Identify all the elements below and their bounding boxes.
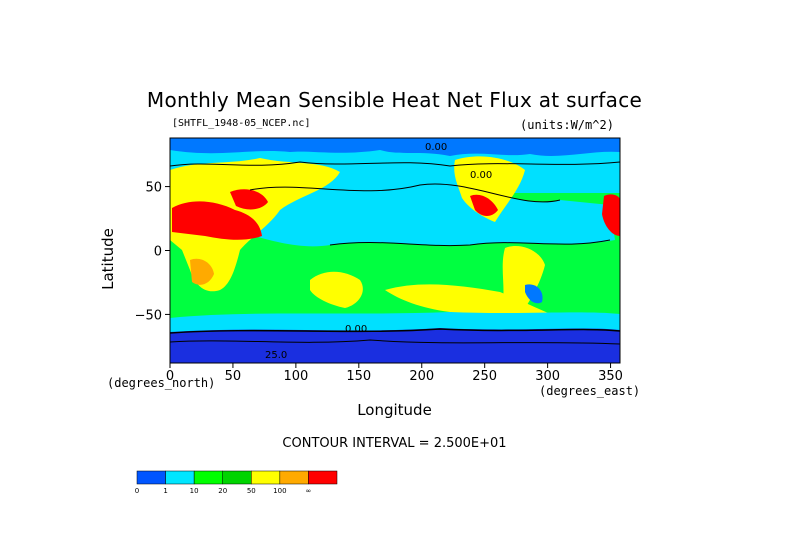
contour-line <box>170 161 620 167</box>
x-tick-label: 200 <box>409 369 434 384</box>
colorbar: 0 1 10 20 50 100 ∞ <box>135 470 338 495</box>
x-axis-label: Longitude <box>357 401 432 419</box>
contour-line <box>249 183 561 203</box>
north-america-land <box>454 156 525 222</box>
colorbar-swatch <box>165 470 195 485</box>
africa-eurasia-hot <box>172 201 262 240</box>
colorbar-label: 1 <box>163 487 167 495</box>
x-axis-units: (degrees_east) <box>539 384 641 398</box>
y-tick-label: 50 <box>145 181 162 196</box>
colorbar-label: 20 <box>218 487 227 495</box>
antarctic-contour <box>170 328 620 334</box>
antarctic-blue <box>170 328 620 363</box>
colorbar-swatch <box>222 470 252 485</box>
antarctic-contour-2 <box>170 339 620 345</box>
antarctic-cyan <box>170 312 620 335</box>
contour-line <box>329 239 611 247</box>
arctic-blue-region <box>170 138 620 156</box>
east-edge-hot <box>602 194 620 236</box>
source-file-label: [SHTFL_1948-05_NCEP.nc] <box>172 118 311 129</box>
colorbar-label: 50 <box>247 487 256 495</box>
x-tick-label: 150 <box>346 369 371 384</box>
colorbar-swatch <box>308 470 338 485</box>
tropical-cyan-band <box>250 183 615 247</box>
contour-label: 0.00 <box>470 170 492 181</box>
colorbar-label: 100 <box>273 487 286 495</box>
colorbar-swatch <box>193 470 223 485</box>
x-tick-label: 300 <box>535 369 560 384</box>
units-label: (units:W/m^2) <box>520 118 614 132</box>
north-america-hot <box>470 194 498 216</box>
plot-area: 0.00 0.00 0.00 25.0 <box>170 138 620 363</box>
contour-label: 25.0 <box>265 350 287 361</box>
colorbar-swatch <box>251 470 281 485</box>
asia-hot <box>230 189 268 210</box>
contour-label: 0.00 <box>345 324 367 335</box>
x-ticks: 0 50 100 150 200 250 300 350 <box>166 363 623 384</box>
south-america-blue <box>525 284 543 304</box>
colorbar-label: ∞ <box>306 487 312 495</box>
x-tick-label: 50 <box>225 369 242 384</box>
africa-south <box>190 258 214 285</box>
y-axis-units: (degrees_north) <box>107 376 216 390</box>
australia-land <box>310 271 363 308</box>
colorbar-swatch <box>279 470 309 485</box>
contour-label: 0.00 <box>425 142 447 153</box>
y-tick-label: −50 <box>135 308 162 323</box>
colorbar-label: 0 <box>135 487 139 495</box>
y-tick-label: 0 <box>154 245 162 260</box>
colorbar-swatch <box>136 470 166 485</box>
chart-title: Monthly Mean Sensible Heat Net Flux at s… <box>146 88 643 112</box>
contour-interval-text: CONTOUR INTERVAL = 2.500E+01 <box>282 436 507 451</box>
x-tick-label: 350 <box>598 369 623 384</box>
colorbar-label: 10 <box>190 487 199 495</box>
y-ticks: 50 0 −50 <box>135 181 170 323</box>
x-tick-label: 100 <box>283 369 308 384</box>
x-tick-label: 250 <box>472 369 497 384</box>
southern-ocean-yellow <box>385 284 560 321</box>
x-tick-label: 0 <box>166 369 174 384</box>
